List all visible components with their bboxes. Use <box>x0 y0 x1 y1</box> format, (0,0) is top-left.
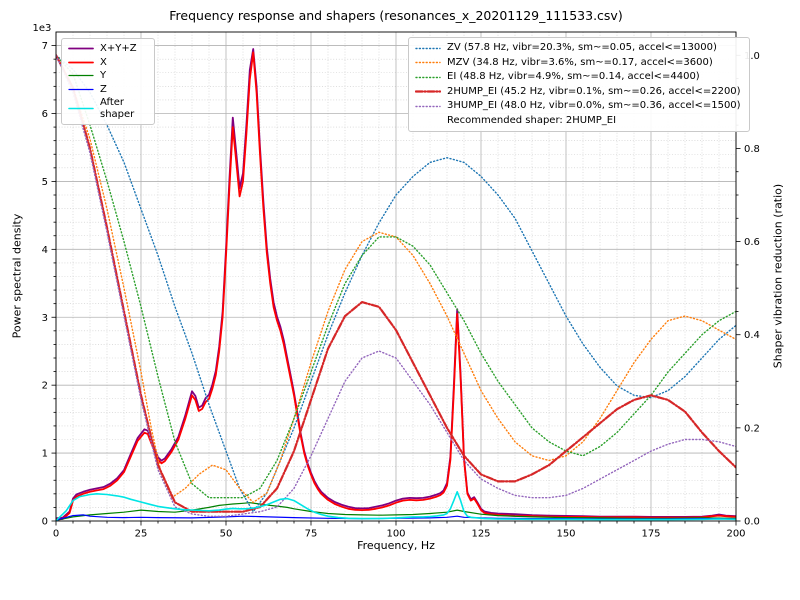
legend-item-ZV: ZV (57.8 Hz, vibr=20.3%, sm~=0.05, accel… <box>415 41 741 56</box>
x-tick-label-150: 150 <box>556 529 575 540</box>
x-tick-label-50: 50 <box>220 529 233 540</box>
y-axis-label-left: Power spectral density <box>10 213 24 339</box>
legend-item-After-shaper: After shaper <box>68 96 146 121</box>
recommendation-legend-line-icon <box>415 116 441 125</box>
x-tick-label-100: 100 <box>386 529 405 540</box>
y-left-tick-label-1: 1 <box>42 449 48 460</box>
curve-After-shaper <box>56 490 736 521</box>
curve-2HUMP_EI <box>56 54 736 513</box>
x-tick-label-75: 75 <box>305 529 318 540</box>
legend-item-2HUMP_EI: 2HUMP_EI (45.2 Hz, vibr=0.1%, sm~=0.26, … <box>415 85 741 100</box>
ZV-legend-line-icon <box>415 47 441 49</box>
legend-item-Z: Z <box>68 83 146 97</box>
legend-psd: X+Y+Z X Y Z After shaper <box>61 38 155 125</box>
curve-3HUMP_EI <box>56 54 736 517</box>
x-tick-label-25: 25 <box>135 529 148 540</box>
legend-label-Y: Y <box>100 70 107 81</box>
curve-X <box>56 51 736 521</box>
legend-label-2HUMP_EI: 2HUMP_EI (45.2 Hz, vibr=0.1%, sm~=0.26, … <box>447 85 741 97</box>
legend-label-After-shaper: After shaper <box>100 97 135 120</box>
y-right-tick-label-3: 0.6 <box>744 237 760 248</box>
tick-labels: 0 25 50 75 100 125 150 175 200 0 1 2 3 4 5 6 7 0.0 0.2 0.4 0… <box>42 41 760 539</box>
legend-label-Z: Z <box>100 83 107 95</box>
y-right-tick-label-1: 0.2 <box>744 423 760 434</box>
legend-item-EI: EI (48.8 Hz, vibr=4.9%, sm~=0.14, accel<… <box>415 70 741 85</box>
x-tick-label-175: 175 <box>641 529 660 540</box>
After-shaper-legend-line-icon <box>68 107 94 110</box>
legend-item-X: X <box>68 56 146 70</box>
y-right-tick-label-4: 0.8 <box>744 144 760 155</box>
legend-label-MZV: MZV (34.8 Hz, vibr=3.6%, sm~=0.17, accel… <box>447 56 713 68</box>
y-left-tick-label-6: 6 <box>42 109 48 120</box>
legend-item-X+Y+Z: X+Y+Z <box>68 42 146 56</box>
curves <box>56 48 736 521</box>
legend-label-recommendation: Recommended shaper: 2HUMP_EI <box>447 114 617 126</box>
3HUMP_EI-legend-line-icon <box>415 105 441 107</box>
legend-shapers: ZV (57.8 Hz, vibr=20.3%, sm~=0.05, accel… <box>408 37 750 132</box>
curve-ZV <box>56 54 736 513</box>
Z-legend-line-icon <box>68 88 94 90</box>
legend-label-X: X <box>100 56 107 68</box>
y-left-tick-label-5: 5 <box>42 177 48 188</box>
y-left-tick-label-0: 0 <box>42 517 48 528</box>
y-left-tick-label-4: 4 <box>42 245 48 256</box>
2HUMP_EI-legend-line-icon <box>415 90 441 93</box>
legend-label-ZV: ZV (57.8 Hz, vibr=20.3%, sm~=0.05, accel… <box>447 42 717 53</box>
legend-item-3HUMP_EI: 3HUMP_EI (48.0 Hz, vibr=0.0%, sm~=0.36, … <box>415 99 741 114</box>
y-left-tick-label-2: 2 <box>42 381 48 392</box>
curve-MZV <box>56 54 736 504</box>
curve-EI <box>56 54 736 499</box>
MZV-legend-line-icon <box>415 62 441 64</box>
legend-item-MZV: MZV (34.8 Hz, vibr=3.6%, sm~=0.17, accel… <box>415 56 741 71</box>
y-axis-label-right: Shaper vibration reduction (ratio) <box>771 183 785 369</box>
x-tick-label-125: 125 <box>471 529 490 540</box>
legend-item-Y: Y <box>68 69 146 83</box>
legend-label-3HUMP_EI: 3HUMP_EI (48.0 Hz, vibr=0.0%, sm~=0.36, … <box>447 100 741 111</box>
y-right-tick-label-0: 0.0 <box>744 517 760 528</box>
y-right-tick-label-5: 1.0 <box>744 51 760 62</box>
chart-title: Frequency response and shapers (resonanc… <box>169 8 623 23</box>
X-legend-line-icon <box>68 61 94 64</box>
legend-label-EI: EI (48.8 Hz, vibr=4.9%, sm~=0.14, accel<… <box>447 71 700 82</box>
y-right-tick-label-2: 0.4 <box>744 330 760 341</box>
x-axis-label: Frequency, Hz <box>357 539 435 552</box>
x-tick-label-200: 200 <box>726 529 745 540</box>
curve-Y <box>56 502 736 521</box>
Y-legend-line-icon <box>68 75 94 77</box>
EI-legend-line-icon <box>415 76 441 78</box>
y-axis-offset-label: 1e3 <box>32 23 52 34</box>
x-tick-label-0: 0 <box>53 529 59 540</box>
y-left-tick-label-3: 3 <box>42 313 48 324</box>
X+Y+Z-legend-line-icon <box>68 47 94 50</box>
legend-label-X+Y+Z: X+Y+Z <box>100 43 137 54</box>
legend-item-recommendation: Recommended shaper: 2HUMP_EI <box>415 114 741 129</box>
y-left-tick-label-7: 7 <box>42 41 48 52</box>
